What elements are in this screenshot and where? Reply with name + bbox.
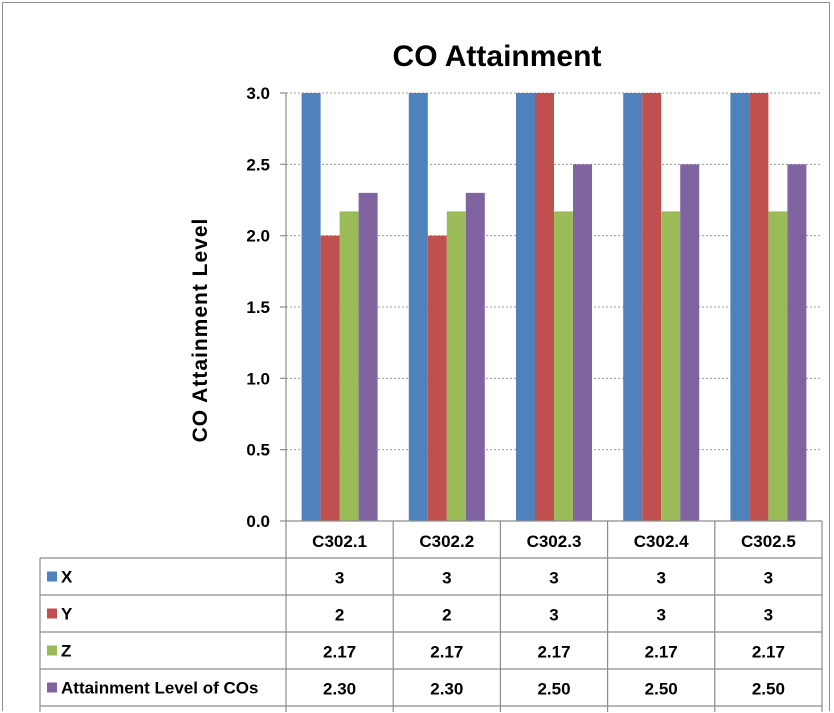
y-tick-label: 0.0 [246, 512, 270, 531]
bar [446, 211, 466, 521]
data-table: C302.1 C302.2 C302.3 C302.4 C302.5 X 3 3 3 3 3 Y 2 2 3… [39, 520, 823, 712]
data-cell: 2 [442, 606, 451, 625]
y-tick-label: 2.0 [246, 227, 270, 246]
bar [749, 93, 769, 521]
bar [730, 93, 750, 521]
data-cell: 2.30 [430, 680, 463, 699]
bar [661, 211, 681, 521]
data-cell: 3 [549, 569, 558, 588]
data-cell: 3 [764, 606, 773, 625]
bar [339, 211, 359, 521]
data-cell: 2.17 [537, 643, 570, 662]
bar [465, 192, 485, 521]
legend-label: Y [61, 605, 73, 624]
y-tick-label: 1.0 [246, 369, 270, 388]
data-cell: 2 [335, 606, 344, 625]
y-tick-label: 0.5 [246, 441, 270, 460]
bar [535, 93, 554, 521]
bar [301, 93, 321, 521]
data-cell: 2.17 [645, 643, 678, 662]
data-cell: 2.17 [430, 643, 463, 662]
data-cell: 2.50 [752, 680, 785, 699]
y-axis-label: CO Attainment Level [189, 218, 212, 443]
data-cell: 2.50 [537, 680, 570, 699]
bar [642, 93, 662, 521]
y-tick-label: 1.5 [246, 298, 270, 317]
legend-swatch [47, 571, 57, 582]
x-category-label: C302.3 [527, 532, 582, 551]
bar [680, 164, 700, 522]
bar [427, 235, 447, 521]
bars [301, 93, 807, 522]
data-cell: 3 [442, 569, 451, 588]
bar [554, 211, 573, 521]
x-category-label: C302.5 [741, 532, 796, 551]
bar [623, 93, 643, 521]
legend-swatch [47, 608, 57, 619]
data-cell: 2.30 [323, 680, 356, 699]
bar [573, 164, 592, 522]
axes: 0.0 0.5 1.0 1.5 2.0 2.5 3.0 [246, 84, 287, 531]
y-tick-label: 3.0 [246, 84, 270, 103]
bar [408, 93, 428, 521]
legend-swatch [47, 682, 57, 693]
data-cell: 3 [656, 569, 665, 588]
data-cell: 3 [764, 569, 773, 588]
legend-label: X [61, 568, 73, 587]
data-cell: 2.17 [323, 643, 356, 662]
x-category-label: C302.1 [312, 532, 367, 551]
data-cell: 2.17 [752, 643, 785, 662]
bar [787, 164, 807, 522]
data-cell: 3 [549, 606, 558, 625]
bar [516, 93, 535, 521]
legend-label: Z [61, 642, 71, 661]
x-category-label: C302.2 [419, 532, 474, 551]
x-category-label: C302.4 [634, 532, 689, 551]
y-tick-label: 2.5 [246, 155, 270, 174]
chart-title: CO Attainment [393, 40, 602, 73]
data-cell: 2.50 [645, 680, 678, 699]
data-cell: 3 [335, 569, 344, 588]
data-cell: 3 [656, 606, 665, 625]
bar [768, 211, 788, 521]
legend-label: Attainment Level of COs [61, 679, 258, 698]
legend-swatch [47, 645, 57, 656]
bar [358, 192, 378, 521]
bar [320, 235, 340, 521]
